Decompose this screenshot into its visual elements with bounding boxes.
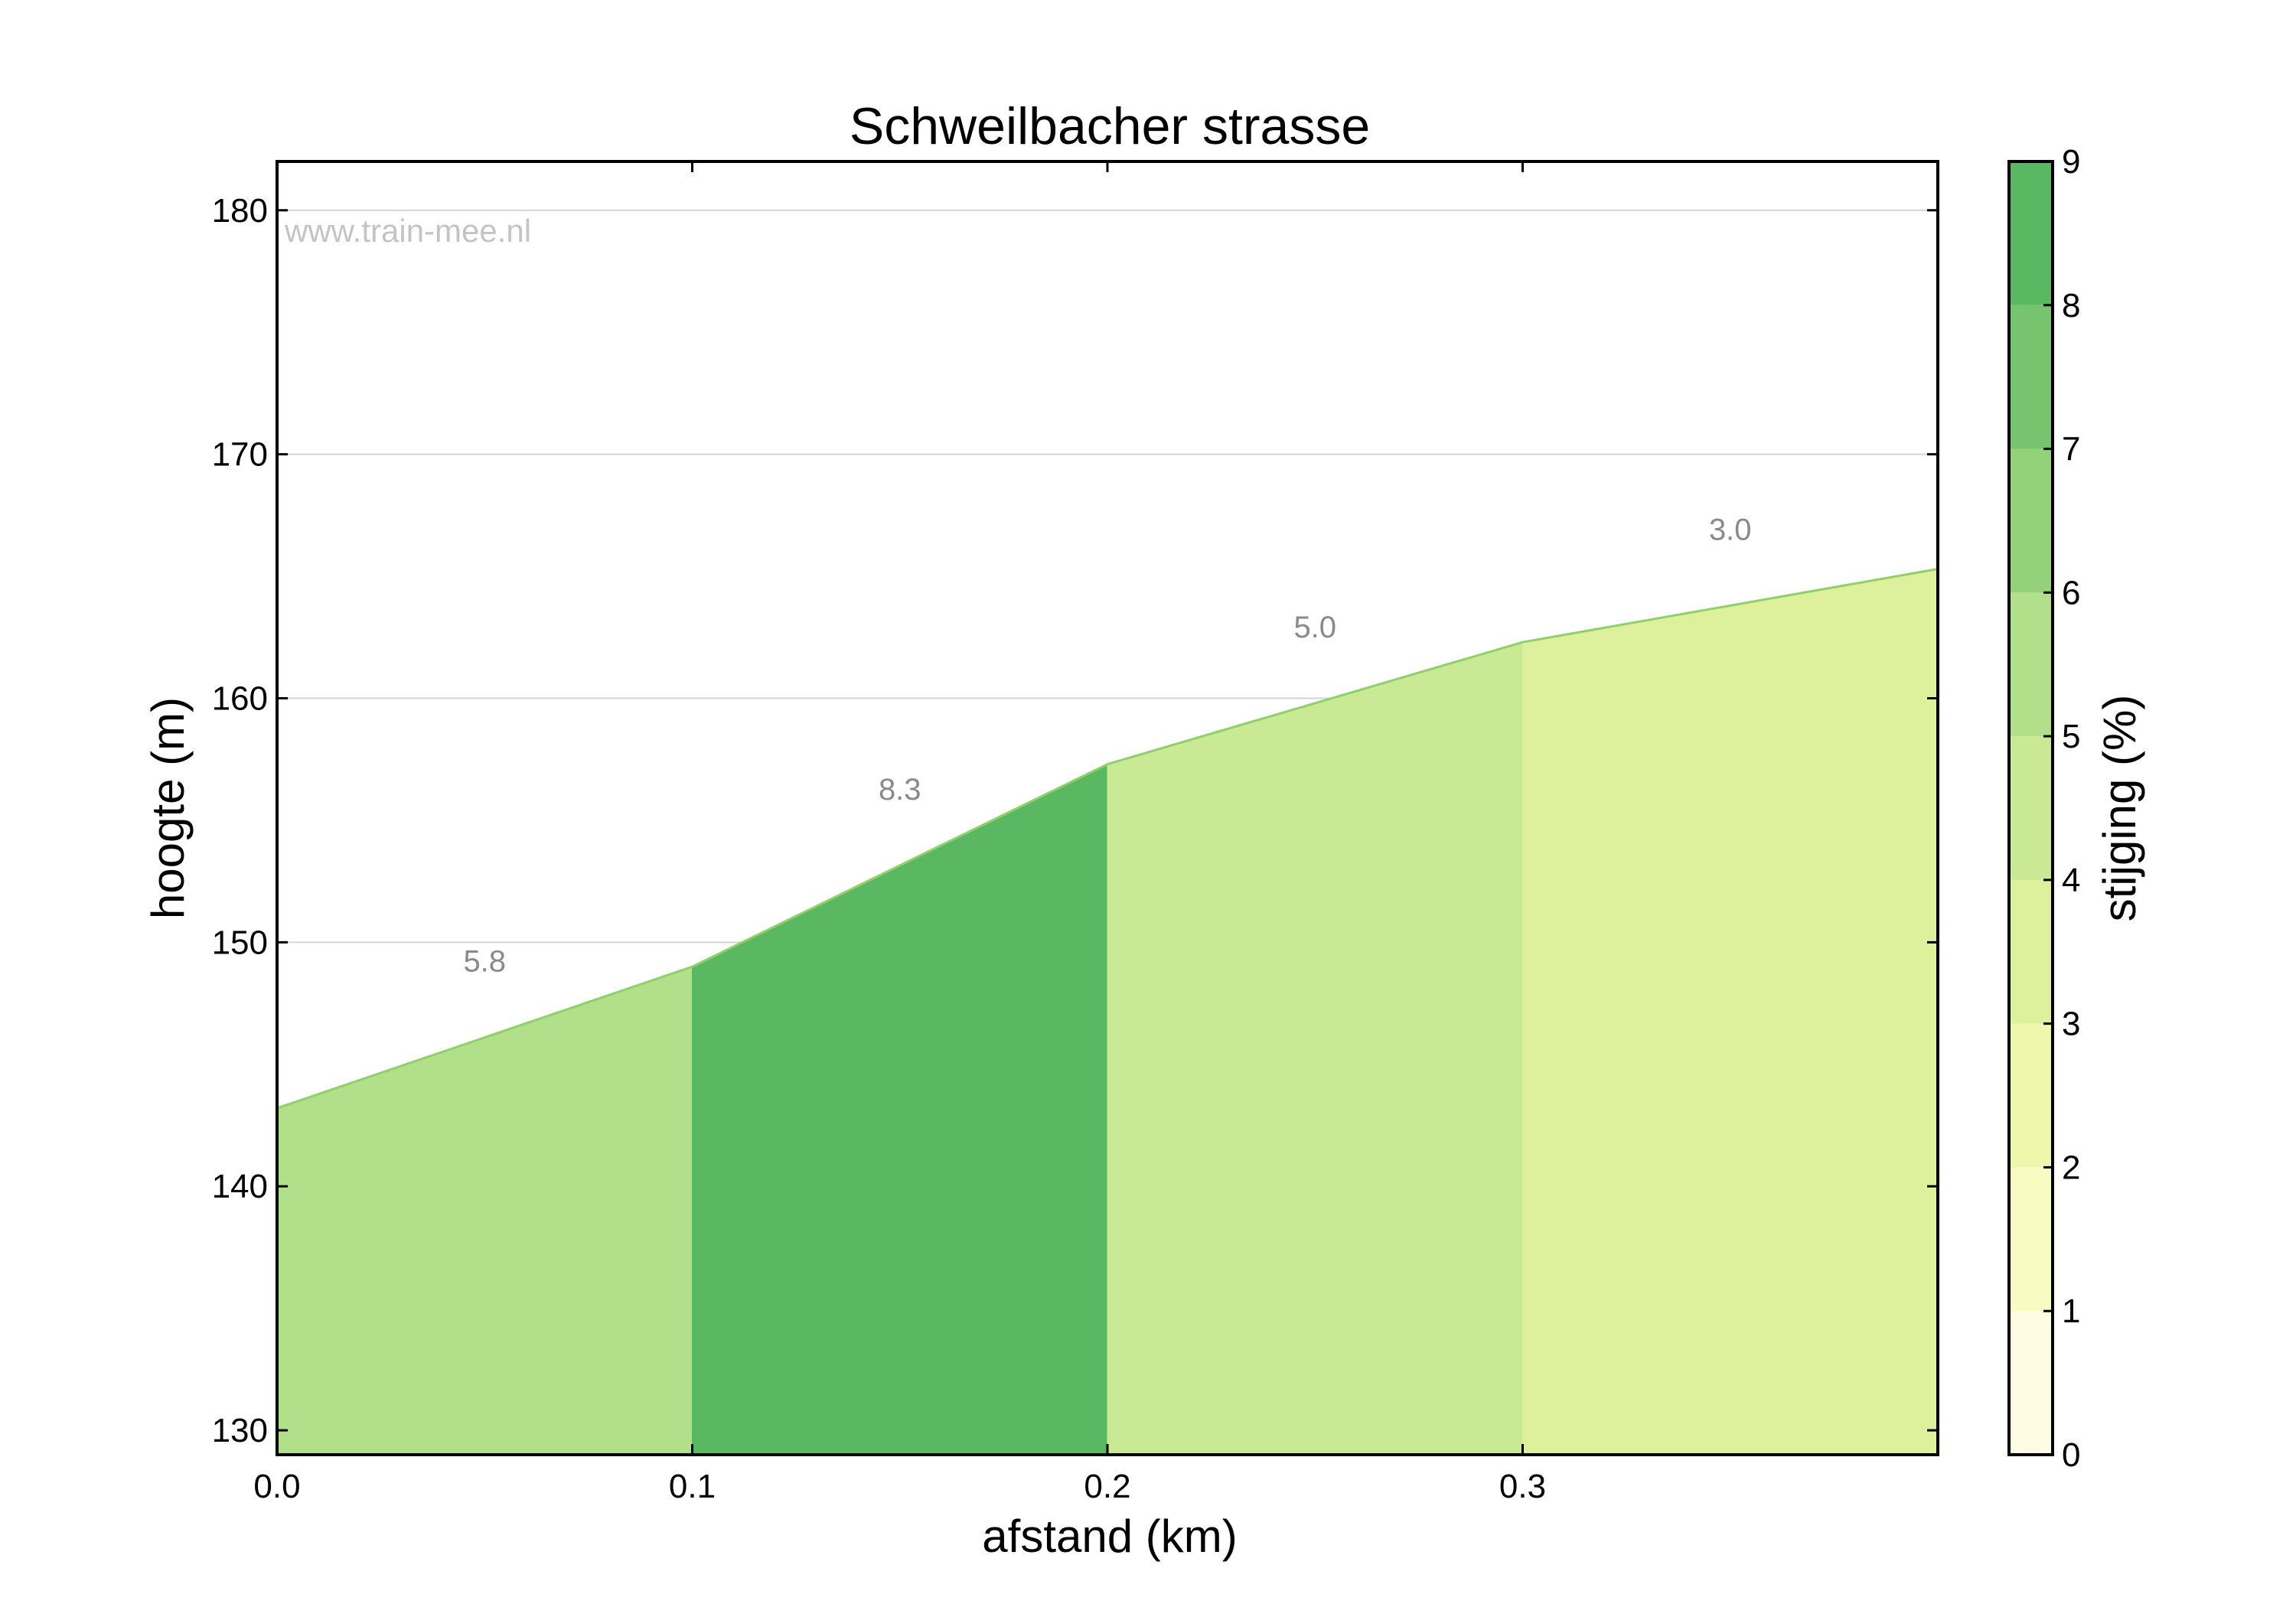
segment-labels: 5.8 8.3 5.0 3.0 [463,513,1751,978]
gradient-segment [1107,641,1523,1455]
colorbar-band [2009,305,2053,449]
colorbar-tick-label: 8 [2062,287,2080,324]
segment-gradient-label: 3.0 [1709,513,1752,546]
watermark: www.train-mee.nl [284,213,531,249]
x-tick-label: 0.3 [1499,1468,1546,1505]
colorbar-tick-label: 1 [2062,1292,2080,1330]
x-tick-label: 0.2 [1084,1468,1130,1505]
y-tick-label: 150 [212,924,268,961]
colorbar-tick-label: 7 [2062,431,2080,468]
plot-area: 5.8 8.3 5.0 3.0 www.train-mee.nl [276,160,1939,1456]
colorbar-band [2009,1311,2053,1455]
colorbar-tick-label: 6 [2062,574,2080,611]
profile-line [276,568,1939,1110]
segment-gradient-label: 5.0 [1293,611,1336,644]
gradient-segment [1522,568,1939,1455]
colorbar-tick-label: 5 [2062,718,2080,755]
segment-gradient-label: 5.8 [463,945,506,979]
colorbar-band [2009,448,2053,593]
colorbar-label: stijging (%) [2094,695,2145,922]
x-tick-label: 0.1 [669,1468,716,1505]
colorbar-band [2009,592,2053,737]
colorbar-tick-label: 0 [2062,1436,2080,1474]
y-tick-label: 130 [212,1412,268,1449]
colorbar-band [2009,879,2053,1024]
colorbar-bands [2009,161,2053,1455]
x-tick-label: 0.0 [253,1468,300,1505]
colorbar-band [2009,1023,2053,1168]
colorbar-tick-label: 3 [2062,1006,2080,1043]
y-tick-label: 170 [212,436,268,474]
colorbar-band [2009,161,2053,305]
axis-ticks [276,161,1938,1455]
segment-gradient-label: 8.3 [879,773,921,807]
gradient-segments [276,568,1939,1455]
chart-title: Schweilbacher strasse [850,97,1370,155]
y-tick-label: 160 [212,680,268,718]
y-tick-labels: 130 140 150 160 170 180 [212,192,268,1449]
y-tick-label: 180 [212,192,268,230]
colorbar-band [2009,736,2053,880]
y-tick-label: 140 [212,1168,268,1205]
colorbar-ticks: 0 1 2 3 4 5 6 7 8 9 [2043,143,2080,1474]
x-tick-labels: 0.0 0.1 0.2 0.3 [253,1468,1546,1505]
colorbar-frame [2007,160,2054,1456]
colorbar-band [2009,1167,2053,1312]
x-axis-label: afstand (km) [982,1511,1237,1562]
colorbar: 0 1 2 3 4 5 6 7 8 9 stijging (%) [2007,143,2145,1474]
gradient-segment [692,763,1108,1455]
colorbar-tick-label: 9 [2062,143,2080,181]
colorbar-tick-label: 4 [2062,862,2080,899]
y-axis-label: hoogte (m) [142,697,194,919]
colorbar-tick-label: 2 [2062,1149,2080,1186]
gradient-segment [276,966,693,1455]
